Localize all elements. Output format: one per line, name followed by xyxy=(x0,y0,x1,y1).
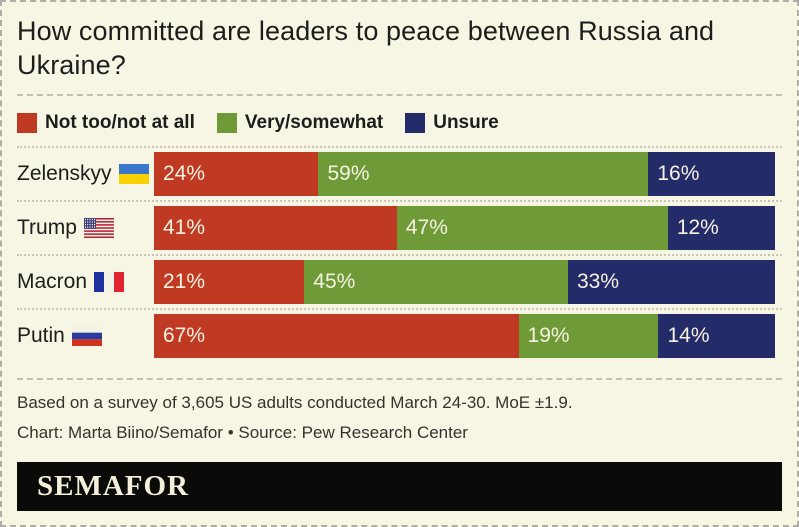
survey-note: Based on a survey of 3,605 US adults con… xyxy=(17,393,573,412)
ukraine-flag-icon xyxy=(118,164,149,184)
row-label-cell: Macron xyxy=(17,270,154,294)
legend: Not too/not at all Very/somewhat Unsure xyxy=(17,112,782,134)
row-label-putin: Putin xyxy=(17,324,65,347)
bar-segment-unsure: 16% xyxy=(648,152,776,196)
bar-value-label: 24% xyxy=(163,162,206,185)
bar-segment-unsure: 14% xyxy=(658,314,775,358)
legend-item-unsure: Unsure xyxy=(405,112,499,134)
legend-label: Not too/not at all xyxy=(45,112,195,133)
legend-swatch-very-somewhat xyxy=(216,113,237,133)
row-label-macron: Macron xyxy=(17,270,88,293)
bar-row-macron: Macron 21% 45% 33% xyxy=(17,254,782,308)
bar-value-label: 45% xyxy=(313,270,356,293)
bar-segment-very-somewhat: 47% xyxy=(396,206,668,250)
stacked-bar: 67% 19% 14% xyxy=(154,314,775,358)
bar-value-label: 59% xyxy=(327,162,370,185)
row-label-cell: Trump xyxy=(17,216,154,240)
row-label-cell: Putin xyxy=(17,324,154,348)
bar-segment-not-too-not-at-all: 21% xyxy=(154,260,305,304)
bar-segment-unsure: 12% xyxy=(667,206,776,250)
footer-divider xyxy=(17,378,782,380)
bar-value-label: 21% xyxy=(163,270,206,293)
semafor-logo-bar: SEMAFOR xyxy=(17,462,782,511)
bar-chart: Zelenskyy 24% 59% 16% Trump 41% 47% 12% Macron 21… xyxy=(17,146,782,362)
bar-segment-very-somewhat: 19% xyxy=(518,314,659,358)
bar-value-label: 16% xyxy=(657,162,700,185)
bar-value-label: 14% xyxy=(667,324,710,347)
bar-row-zelenskyy: Zelenskyy 24% 59% 16% xyxy=(17,146,782,200)
russia-flag-icon xyxy=(71,326,102,346)
stacked-bar: 24% 59% 16% xyxy=(154,152,776,196)
legend-swatch-not-too-not-at-all xyxy=(17,113,37,133)
bar-row-putin: Putin 67% 19% 14% xyxy=(17,308,782,362)
bar-value-label: 33% xyxy=(577,270,620,293)
legend-label: Unsure xyxy=(433,112,499,133)
row-label-cell: Zelenskyy xyxy=(17,162,154,186)
bar-segment-very-somewhat: 59% xyxy=(318,152,649,196)
usa-flag-icon xyxy=(83,218,114,238)
row-label-zelenskyy: Zelenskyy xyxy=(17,162,112,185)
bar-value-label: 41% xyxy=(163,216,206,239)
credit-note: Chart: Marta Biino/Semafor • Source: Pew… xyxy=(17,423,468,442)
legend-swatch-unsure xyxy=(405,113,426,133)
bar-value-label: 19% xyxy=(527,324,570,347)
bar-value-label: 12% xyxy=(676,216,719,239)
bar-segment-very-somewhat: 45% xyxy=(304,260,568,304)
semafor-logo: SEMAFOR xyxy=(37,470,189,502)
france-flag-icon xyxy=(94,272,125,292)
legend-item-not-too-not-at-all: Not too/not at all xyxy=(17,112,195,134)
bar-value-label: 67% xyxy=(163,324,206,347)
bar-segment-unsure: 33% xyxy=(568,260,775,304)
legend-label: Very/somewhat xyxy=(244,112,384,133)
bar-segment-not-too-not-at-all: 67% xyxy=(154,314,519,358)
bar-value-label: 47% xyxy=(405,216,448,239)
legend-item-very-somewhat: Very/somewhat xyxy=(216,112,384,134)
bar-row-trump: Trump 41% 47% 12% xyxy=(17,200,782,254)
title-divider xyxy=(17,94,782,96)
row-label-trump: Trump xyxy=(17,216,77,239)
stacked-bar: 21% 45% 33% xyxy=(154,260,775,304)
stacked-bar: 41% 47% 12% xyxy=(154,206,776,250)
chart-title: How committed are leaders to peace betwe… xyxy=(17,16,715,80)
bar-segment-not-too-not-at-all: 41% xyxy=(154,206,397,250)
bar-segment-not-too-not-at-all: 24% xyxy=(154,152,319,196)
